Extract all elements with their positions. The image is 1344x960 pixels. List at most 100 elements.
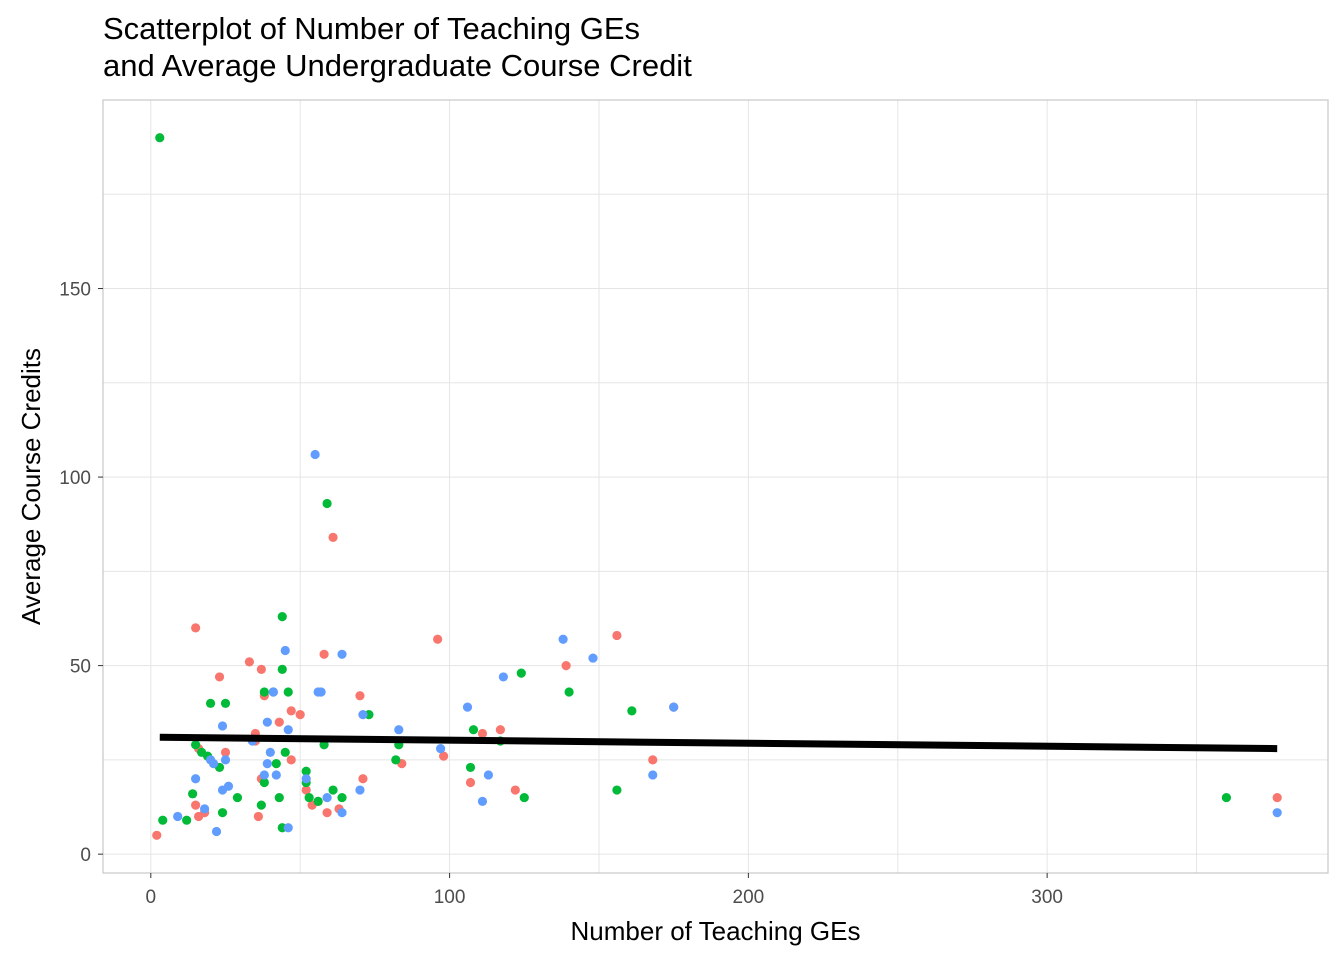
data-point-blue bbox=[217, 721, 228, 731]
data-point-blue bbox=[280, 645, 290, 656]
data-point-green bbox=[465, 762, 476, 773]
data-point-green bbox=[319, 740, 329, 750]
data-point-blue bbox=[223, 781, 234, 791]
data-point-red bbox=[358, 774, 368, 784]
data-point-blue bbox=[337, 649, 347, 659]
data-point-blue bbox=[191, 774, 201, 784]
data-point-red bbox=[220, 747, 231, 757]
data-point-green bbox=[277, 611, 287, 622]
data-point-red bbox=[648, 755, 658, 765]
x-tick-label: 200 bbox=[733, 887, 765, 908]
data-point-red bbox=[286, 755, 296, 765]
data-point-red bbox=[355, 691, 365, 701]
data-point-blue bbox=[477, 796, 488, 806]
chart-title-line-1: Scatterplot of Number of Teaching GEs bbox=[103, 11, 641, 46]
y-tick-label: 100 bbox=[59, 468, 91, 489]
data-point-blue bbox=[648, 770, 658, 780]
panel-border bbox=[102, 99, 1329, 874]
x-axis-ticks: 0 100 200 300 bbox=[146, 873, 1063, 908]
data-point-blue bbox=[669, 702, 679, 712]
data-point-green bbox=[191, 740, 201, 750]
data-point-blue bbox=[337, 808, 347, 818]
data-point-green bbox=[304, 792, 314, 803]
data-point-red bbox=[274, 717, 284, 727]
data-point-red bbox=[1272, 792, 1282, 803]
data-point-red bbox=[244, 657, 255, 667]
data-point-green bbox=[301, 766, 311, 776]
data-point-blue bbox=[316, 687, 326, 697]
data-point-red bbox=[286, 706, 296, 716]
y-axis-label: Average Course Credits bbox=[16, 348, 46, 625]
data-point-red bbox=[433, 634, 443, 644]
data-point-red bbox=[152, 830, 162, 840]
data-point-blue bbox=[283, 823, 293, 833]
data-point-red bbox=[214, 672, 225, 682]
data-point-red bbox=[612, 630, 622, 641]
data-point-blue bbox=[394, 725, 404, 735]
data-point-red bbox=[495, 725, 505, 735]
data-point-blue bbox=[588, 653, 598, 663]
data-point-green bbox=[391, 755, 401, 765]
x-tick-label: 300 bbox=[1031, 887, 1063, 908]
data-point-red bbox=[253, 811, 263, 822]
y-axis-ticks: 0 50 100 150 bbox=[59, 280, 103, 866]
data-point-red bbox=[319, 649, 329, 659]
data-point-blue bbox=[268, 687, 278, 697]
data-point-green bbox=[188, 789, 198, 799]
data-point-blue bbox=[1272, 808, 1282, 818]
data-point-blue bbox=[262, 717, 272, 727]
data-point-green bbox=[280, 747, 290, 757]
data-point-blue bbox=[271, 770, 281, 780]
grid-lines bbox=[103, 99, 1328, 873]
data-point-blue bbox=[301, 774, 311, 784]
data-point-green bbox=[158, 815, 168, 825]
data-point-green bbox=[1221, 792, 1232, 803]
data-point-red bbox=[465, 777, 476, 788]
data-point-green bbox=[155, 133, 165, 143]
data-point-red bbox=[256, 664, 266, 674]
data-point-red bbox=[191, 623, 201, 633]
x-tick-label: 100 bbox=[434, 887, 466, 908]
data-point-blue bbox=[436, 743, 446, 754]
y-tick-label: 50 bbox=[70, 657, 91, 678]
data-point-red bbox=[295, 710, 305, 720]
data-point-green bbox=[182, 815, 192, 825]
data-point-red bbox=[301, 785, 311, 795]
y-tick-label: 150 bbox=[59, 280, 91, 301]
data-point-blue bbox=[462, 702, 473, 712]
data-point-green bbox=[217, 808, 228, 818]
data-point-green bbox=[259, 687, 269, 697]
data-point-green bbox=[232, 792, 243, 803]
data-point-green bbox=[220, 698, 231, 708]
data-point-blue bbox=[211, 826, 222, 837]
data-point-blue bbox=[355, 785, 365, 795]
data-point-red bbox=[561, 661, 571, 671]
data-point-blue bbox=[310, 449, 320, 460]
data-points bbox=[152, 133, 1282, 840]
data-point-green bbox=[283, 687, 293, 697]
data-point-blue bbox=[220, 755, 231, 765]
chart-title-line-2: and Average Undergraduate Course Credit bbox=[103, 48, 692, 83]
chart-title: Scatterplot of Number of Teaching GEs an… bbox=[103, 10, 692, 84]
data-point-green bbox=[468, 725, 479, 735]
data-point-green bbox=[519, 792, 529, 803]
data-point-blue bbox=[483, 770, 494, 780]
y-tick-label: 0 bbox=[80, 845, 91, 866]
data-point-blue bbox=[358, 710, 368, 720]
data-point-blue bbox=[498, 672, 508, 682]
data-point-green bbox=[612, 785, 622, 795]
data-point-green bbox=[337, 792, 347, 803]
data-point-blue bbox=[558, 634, 568, 644]
data-point-green bbox=[259, 777, 269, 788]
data-point-green bbox=[328, 785, 338, 795]
data-point-blue bbox=[322, 792, 332, 803]
data-point-green bbox=[627, 706, 637, 716]
data-point-green bbox=[516, 668, 526, 678]
data-point-green bbox=[564, 687, 574, 697]
data-point-red bbox=[477, 728, 488, 739]
trend-line-group bbox=[159, 733, 1278, 753]
data-point-red bbox=[439, 751, 449, 761]
data-point-blue bbox=[199, 804, 210, 814]
